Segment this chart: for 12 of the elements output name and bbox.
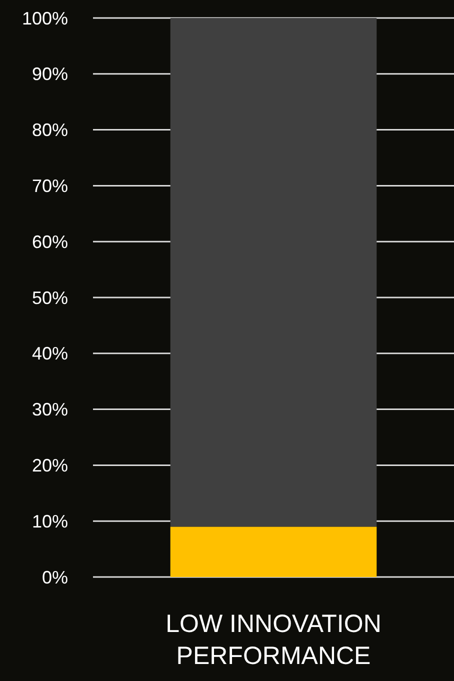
y-tick-label: 90%	[32, 64, 68, 84]
y-tick-label: 30%	[32, 400, 68, 420]
y-tick-label: 40%	[32, 344, 68, 364]
y-tick-label: 60%	[32, 232, 68, 252]
y-tick-label: 100%	[22, 8, 68, 28]
y-tick-label: 20%	[32, 456, 68, 476]
y-tick-label: 80%	[32, 120, 68, 140]
y-tick-label: 50%	[32, 288, 68, 308]
y-tick-label: 10%	[32, 511, 68, 532]
y-tick-label: 0%	[42, 567, 68, 588]
x-tick-label: LOW INNOVATION PERFORMANCE	[166, 610, 382, 670]
y-tick-label: 70%	[32, 176, 68, 196]
